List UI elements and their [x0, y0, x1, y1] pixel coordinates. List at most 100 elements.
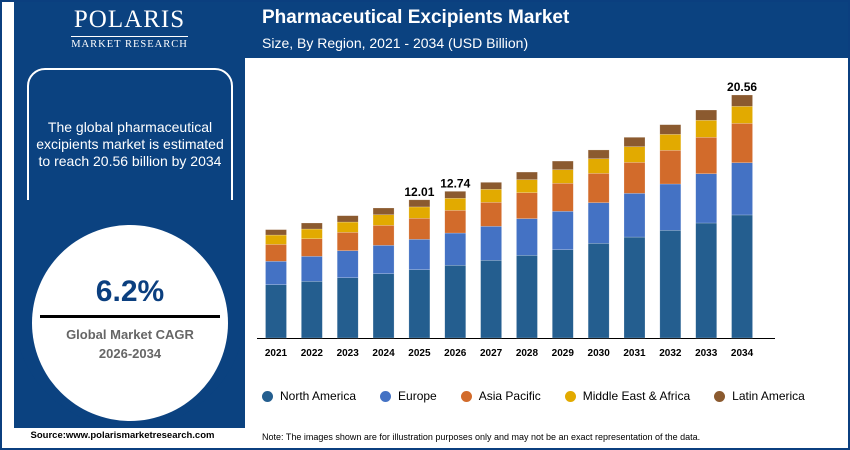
bar-segment-latin-america-2032	[659, 124, 682, 135]
cagr-value: 6.2%	[95, 275, 165, 308]
bar-segment-middle-east-africa-2027	[480, 189, 502, 203]
bar-segment-north-america-2034	[731, 214, 753, 339]
bar-segment-middle-east-africa-2022	[301, 228, 323, 239]
bar-segment-north-america-2021	[265, 284, 287, 339]
bar-segment-north-america-2028	[516, 255, 538, 339]
legend-label: Middle East & Africa	[582, 389, 691, 403]
cagr-divider	[40, 315, 220, 318]
cagr-label: Global Market CAGR 2026-2034	[32, 325, 228, 363]
bar-segment-middle-east-africa-2021	[265, 234, 287, 245]
legend-item: Asia Pacific	[460, 389, 541, 403]
bar-segment-asia-pacific-2029	[552, 183, 574, 212]
bar-segment-asia-pacific-2027	[480, 202, 502, 227]
x-tick-label: 2023	[337, 348, 360, 359]
bar-segment-latin-america-2022	[301, 222, 323, 230]
x-tick-label: 2033	[695, 348, 718, 359]
bar-segment-europe-2027	[480, 226, 502, 261]
bar-segment-europe-2034	[731, 162, 753, 216]
x-tick-label: 2028	[516, 348, 539, 359]
bar-segment-north-america-2033	[695, 222, 717, 339]
bar-segment-middle-east-africa-2032	[659, 134, 682, 151]
legend-dot-icon	[460, 390, 472, 402]
stacked-bar-chart: 2021 2022 2023 2024 2025 12.01 2026 12.74 2027 20…	[257, 80, 775, 359]
bar-segment-middle-east-africa-2025	[408, 206, 431, 219]
bar-segment-europe-2030	[587, 202, 610, 244]
legend-item: Latin America	[714, 389, 805, 403]
bar-segment-north-america-2026	[444, 265, 466, 339]
bar-segment-europe-2028	[516, 218, 538, 256]
logo-tagline: MARKET RESEARCH	[71, 36, 188, 50]
cagr-label-line1: Global Market CAGR	[66, 327, 194, 342]
bar-segment-latin-america-2027	[480, 182, 502, 190]
legend-item: Middle East & Africa	[564, 389, 691, 403]
legend-label: Asia Pacific	[478, 389, 541, 403]
x-tick-label: 2022	[301, 348, 324, 359]
info-box: The global pharmaceutical excipients mar…	[27, 68, 233, 220]
bar-segment-north-america-2024	[372, 273, 395, 339]
bar-segment-asia-pacific-2033	[695, 137, 717, 174]
bar-segment-north-america-2023	[336, 277, 359, 339]
chart-subtitle: Size, By Region, 2021 - 2034 (USD Billio…	[262, 35, 529, 51]
source-text: Source:www.polarismarketresearch.com	[30, 430, 215, 441]
legend-label: Europe	[398, 389, 437, 403]
bar-segment-middle-east-africa-2024	[372, 214, 395, 226]
bar-segment-middle-east-africa-2031	[623, 146, 646, 163]
bar-segment-europe-2021	[265, 261, 287, 285]
bar-segment-latin-america-2024	[372, 207, 395, 215]
bar-segment-europe-2022	[301, 256, 323, 282]
legend-dot-icon	[714, 390, 726, 402]
cagr-label-line2: 2026-2034	[98, 346, 162, 361]
bar-segment-asia-pacific-2030	[587, 173, 610, 203]
bar-segment-europe-2024	[372, 245, 395, 274]
chart-title: Pharmaceutical Excipients Market	[262, 7, 570, 28]
bar-segment-asia-pacific-2025	[408, 218, 431, 240]
bar-segment-north-america-2032	[659, 230, 682, 339]
bar-segment-middle-east-africa-2023	[336, 221, 359, 233]
legend-label: Latin America	[732, 389, 805, 403]
x-tick-label: 2030	[588, 348, 611, 359]
bar-segment-latin-america-2025	[408, 199, 431, 208]
data-label-2034: 20.56	[727, 80, 757, 94]
bar-segment-middle-east-africa-2030	[587, 158, 610, 174]
bar-segment-north-america-2025	[408, 269, 431, 339]
bar-segment-middle-east-africa-2028	[516, 179, 538, 193]
legend-dot-icon	[380, 390, 392, 402]
left-margin	[2, 2, 14, 448]
bar-segment-europe-2031	[623, 193, 646, 238]
x-tick-label: 2026	[444, 348, 467, 359]
x-tick-label: 2031	[623, 348, 646, 359]
bar-segment-latin-america-2033	[695, 109, 717, 121]
x-tick-label: 2034	[731, 348, 754, 359]
bar-segment-europe-2025	[408, 239, 431, 270]
note-text: Note: The images shown are for illustrat…	[262, 432, 701, 442]
x-tick-label: 2032	[659, 348, 682, 359]
data-label-2026: 12.74	[440, 176, 470, 190]
bar-segment-europe-2029	[552, 211, 574, 250]
legend-dot-icon	[564, 390, 576, 402]
x-tick-label: 2021	[265, 348, 288, 359]
bar-segment-north-america-2027	[480, 260, 502, 339]
legend-item: North America	[262, 389, 356, 403]
legend: North America Europe Asia Pacific Middle Ea…	[262, 389, 842, 403]
legend-dot-icon	[262, 390, 273, 402]
bar-segment-latin-america-2028	[516, 171, 538, 180]
bar-segment-asia-pacific-2026	[444, 210, 466, 234]
bar-segment-latin-america-2031	[623, 137, 646, 147]
bar-segment-latin-america-2021	[265, 229, 287, 236]
bar-segment-middle-east-africa-2029	[552, 169, 574, 184]
bar-segment-europe-2023	[336, 250, 359, 278]
logo: POLARIS MARKET RESEARCH	[14, 6, 245, 52]
bar-segment-north-america-2022	[301, 281, 323, 339]
bar-segment-latin-america-2030	[587, 149, 610, 159]
cagr-circle: 6.2% Global Market CAGR 2026-2034	[32, 225, 228, 421]
x-tick-label: 2027	[480, 348, 503, 359]
data-label-2025: 12.01	[404, 185, 434, 199]
bar-segment-north-america-2030	[587, 243, 610, 339]
bar-segment-north-america-2031	[623, 236, 646, 339]
logo-name: POLARIS	[73, 6, 186, 33]
bar-segment-europe-2033	[695, 173, 717, 224]
bar-segment-europe-2032	[659, 183, 682, 231]
bar-segment-asia-pacific-2024	[372, 225, 395, 246]
bar-segment-asia-pacific-2031	[623, 162, 646, 194]
bar-segment-asia-pacific-2023	[336, 232, 359, 251]
